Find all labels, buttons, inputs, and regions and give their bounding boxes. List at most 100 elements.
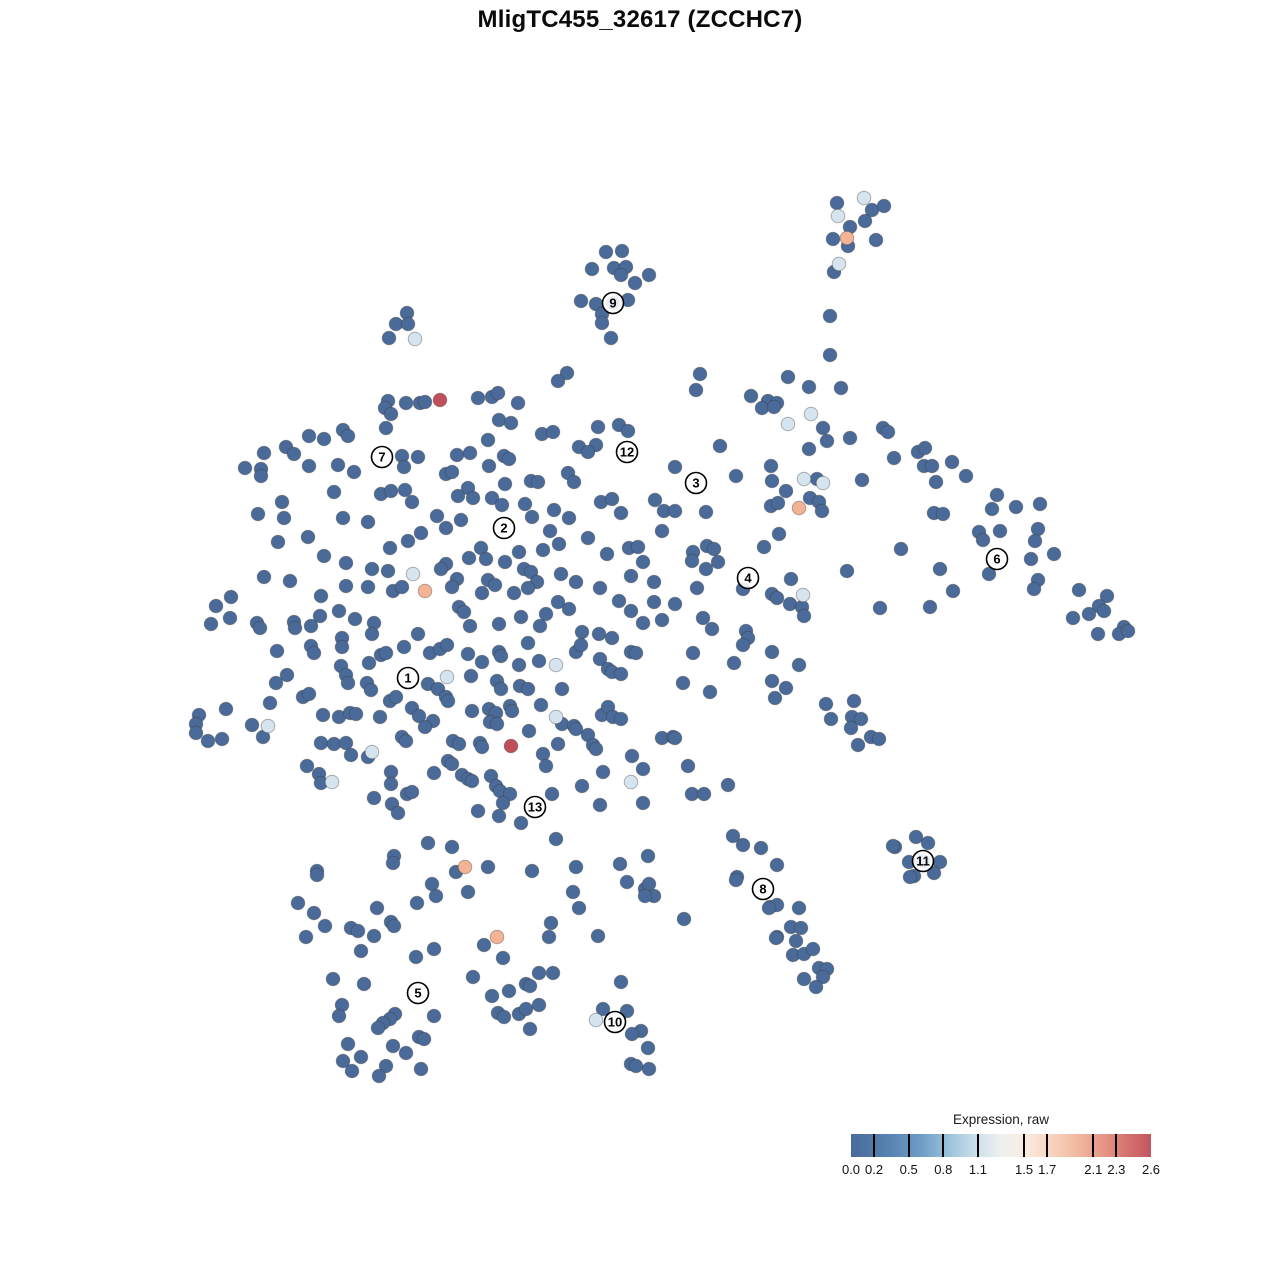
data-point <box>932 561 948 577</box>
data-point <box>513 815 529 831</box>
data-point <box>706 541 722 557</box>
data-point <box>1023 551 1039 567</box>
data-point <box>574 624 590 640</box>
data-point <box>756 539 772 555</box>
data-point <box>696 786 712 802</box>
data-point <box>450 488 466 504</box>
data-point <box>338 578 354 594</box>
data-point <box>846 693 862 709</box>
data-point <box>218 701 234 717</box>
data-point <box>306 905 322 921</box>
data-point <box>457 859 473 875</box>
data-point <box>769 857 785 873</box>
data-point <box>819 433 835 449</box>
data-point <box>433 561 449 577</box>
data-point <box>825 231 841 247</box>
data-point <box>200 733 216 749</box>
data-point <box>702 684 718 700</box>
data-point <box>637 888 653 904</box>
data-point <box>553 566 569 582</box>
data-point <box>1120 623 1136 639</box>
data-point <box>535 542 551 558</box>
cluster-label-text: 6 <box>993 552 1000 567</box>
data-point <box>611 593 627 609</box>
data-point <box>520 681 536 697</box>
data-point <box>416 1031 432 1047</box>
data-point <box>335 1053 351 1069</box>
data-point <box>413 525 429 541</box>
data-point <box>371 1068 387 1084</box>
data-point <box>635 615 651 631</box>
data-point <box>574 778 590 794</box>
data-point <box>635 761 651 777</box>
data-point <box>590 419 606 435</box>
data-point <box>474 739 490 755</box>
data-point <box>788 933 804 949</box>
data-point <box>764 644 780 660</box>
data-point <box>778 680 794 696</box>
data-point <box>853 711 869 727</box>
data-point <box>364 561 380 577</box>
data-point <box>791 900 807 916</box>
data-point <box>780 369 796 385</box>
data-point <box>1032 496 1048 512</box>
data-point <box>378 645 394 661</box>
data-point <box>511 657 527 673</box>
data-point <box>388 689 404 705</box>
data-point <box>591 626 607 642</box>
data-point <box>484 988 500 1004</box>
data-point <box>920 835 936 851</box>
data-point <box>613 974 629 990</box>
cluster-label: 4 <box>736 566 760 590</box>
data-point <box>462 445 478 461</box>
data-point <box>945 583 961 599</box>
data-point <box>464 773 480 789</box>
data-point <box>902 869 918 885</box>
data-point <box>780 416 796 432</box>
data-point <box>287 620 303 636</box>
data-point <box>548 709 564 725</box>
data-point <box>214 731 230 747</box>
data-point <box>791 500 807 516</box>
data-point <box>917 440 933 456</box>
data-point <box>808 979 824 995</box>
data-point <box>728 872 744 888</box>
data-point <box>1046 546 1062 562</box>
data-point <box>588 1012 604 1028</box>
data-point <box>517 496 533 512</box>
data-point <box>338 555 354 571</box>
data-point <box>1008 499 1024 515</box>
data-point <box>501 983 517 999</box>
data-point <box>588 741 604 757</box>
data-point <box>1027 533 1043 549</box>
data-point <box>584 261 600 277</box>
data-point <box>490 385 506 401</box>
data-point <box>353 1049 369 1065</box>
data-point <box>580 444 596 460</box>
data-point <box>440 693 456 709</box>
data-point <box>465 969 481 985</box>
data-point <box>476 937 492 953</box>
data-point <box>580 530 596 546</box>
data-point <box>532 618 548 634</box>
data-point <box>353 943 369 959</box>
data-point <box>298 929 314 945</box>
data-point <box>857 213 873 229</box>
data-point <box>524 863 540 879</box>
data-point <box>344 1063 360 1079</box>
data-point <box>274 494 290 510</box>
data-point <box>396 459 412 475</box>
data-point <box>269 643 285 659</box>
data-point <box>761 900 777 916</box>
data-point <box>831 256 847 272</box>
data-point <box>404 494 420 510</box>
data-point <box>548 657 564 673</box>
data-point <box>324 774 340 790</box>
data-point <box>613 711 629 727</box>
data-point <box>815 969 831 985</box>
data-point <box>531 653 547 669</box>
data-point <box>876 198 892 214</box>
data-point <box>417 583 433 599</box>
data-point <box>366 928 382 944</box>
data-point <box>256 569 272 585</box>
